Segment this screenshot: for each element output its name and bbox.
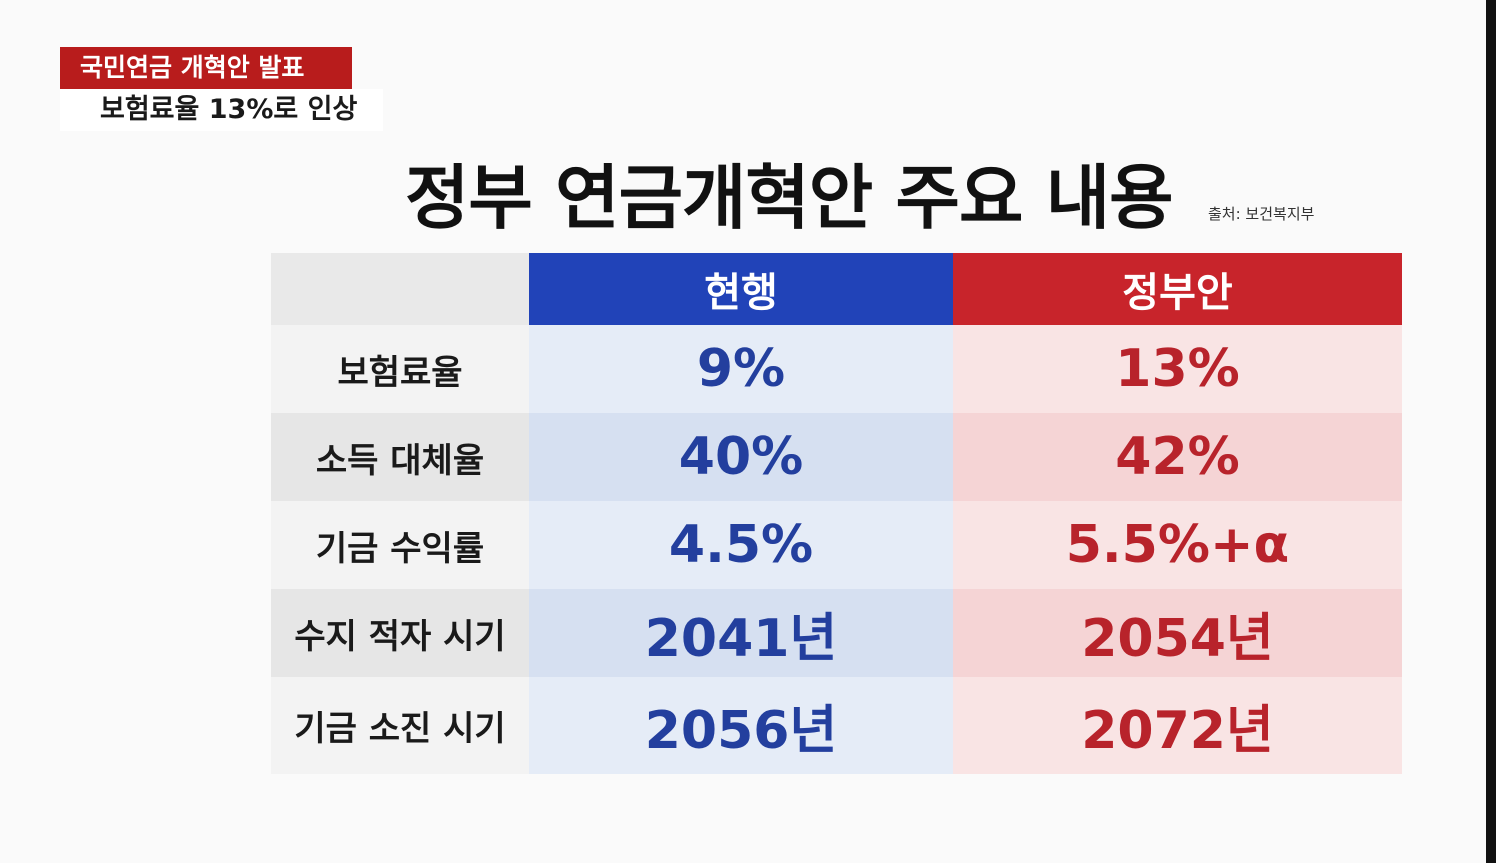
current-value: 2041년 [529,589,953,677]
government-value: 5.5%+α [953,501,1402,589]
government-value: 13% [953,325,1402,413]
government-value: 2072년 [953,677,1402,774]
screen-edge [1486,0,1496,863]
current-value: 9% [529,325,953,413]
current-value: 2056년 [529,677,953,774]
current-value: 4.5% [529,501,953,589]
header-current: 현행 [529,253,953,325]
current-value: 40% [529,413,953,501]
comparison-table: 현행 정부안 보험료율 9% 13% 소득 대체율 40% 42% 기금 수익률… [271,253,1402,774]
row-label: 수지 적자 시기 [271,589,529,677]
row-label: 기금 수익률 [271,501,529,589]
caption-subline: 보험료율 13%로 인상 [60,89,384,131]
row-label: 보험료율 [271,325,529,413]
row-label: 기금 소진 시기 [271,677,529,774]
source-note: 출처: 보건복지부 [1208,205,1315,223]
government-value: 2054년 [953,589,1402,677]
caption-headline: 국민연금 개혁안 발표 [60,47,352,89]
news-caption: 국민연금 개혁안 발표 보험료율 13%로 인상 [60,47,384,131]
row-label: 소득 대체율 [271,413,529,501]
header-government: 정부안 [953,253,1402,325]
header-blank-cell [271,253,529,325]
government-value: 42% [953,413,1402,501]
page-title: 정부 연금개혁안 주요 내용 [405,157,1174,239]
